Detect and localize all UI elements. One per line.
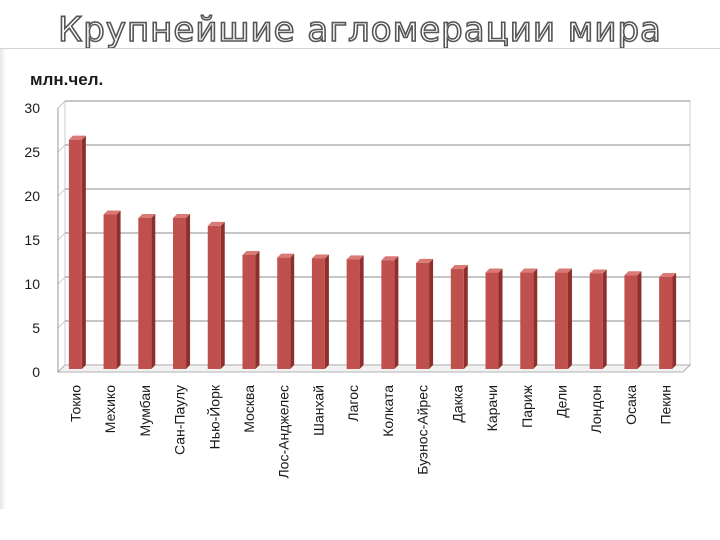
bar (277, 257, 291, 369)
bar-top (624, 271, 642, 276)
bar-side (602, 269, 607, 369)
bar (381, 260, 395, 369)
bar-top (173, 214, 191, 218)
bar (138, 218, 152, 369)
x-tick-label: Пекин (658, 385, 674, 425)
bar-side (533, 268, 538, 369)
bar-top (242, 250, 260, 255)
bar-top (381, 256, 399, 261)
x-tick-label: Осака (623, 385, 639, 425)
bar-top (416, 258, 434, 263)
bar (485, 272, 499, 369)
bar (520, 272, 534, 369)
bar-top (103, 210, 121, 215)
bar-side (151, 214, 156, 369)
bar-top (346, 255, 364, 260)
bar (103, 214, 117, 369)
gridline-depth (57, 144, 66, 153)
bar (242, 254, 256, 369)
bar-top (554, 268, 572, 273)
x-tick-label: Карачи (484, 385, 500, 431)
y-tick-label: 5 (32, 320, 40, 336)
bar-top (138, 214, 156, 218)
bar (207, 225, 221, 369)
x-tick-label: Париж (519, 384, 535, 427)
x-tick-label: Москва (241, 385, 257, 433)
bar-top (207, 221, 225, 226)
slide-title: Крупнейшие агломерации мира (57, 10, 662, 48)
gridline-depth (57, 232, 66, 241)
bar-side (324, 254, 329, 369)
bar-side (359, 255, 364, 369)
bar-top (520, 268, 538, 273)
x-tick-label: Лондон (588, 385, 604, 433)
x-tick-label: Мехико (102, 385, 118, 433)
bar-top (68, 135, 86, 140)
bar-side (81, 135, 86, 369)
x-tick-label: Токио (67, 385, 83, 422)
bar-side (672, 272, 677, 369)
bar-side (463, 265, 468, 369)
bar-side (394, 256, 399, 369)
bar-side (186, 214, 191, 369)
title-divider (0, 48, 720, 49)
bar (68, 139, 82, 369)
bar-side (220, 221, 225, 369)
x-tick-label: Лагос (345, 385, 361, 422)
bar-side (498, 268, 503, 369)
y-tick-label: 10 (24, 276, 40, 292)
bar-side (637, 271, 642, 369)
y-tick-label: 25 (24, 144, 40, 160)
bar-side (116, 210, 121, 369)
y-tick-label: 15 (24, 232, 40, 248)
x-tick-label: Лос-Анджелес (276, 385, 292, 479)
bar-top (311, 254, 329, 259)
y-axis-top-edge (57, 100, 66, 109)
bar (554, 272, 568, 369)
bar (416, 262, 430, 369)
y-tick-label: 30 (24, 100, 40, 116)
gridline-depth (57, 320, 66, 329)
bar-top (485, 268, 503, 273)
y-tick-label: 20 (24, 188, 40, 204)
gridline-depth (57, 188, 66, 197)
bar (311, 258, 325, 369)
bar-side (290, 253, 295, 369)
bar (589, 273, 603, 369)
x-tick-label: Шанхай (310, 385, 326, 436)
y-axis-unit-label: млн.чел. (30, 70, 104, 89)
bar (346, 259, 360, 369)
x-tick-label: Дели (553, 385, 569, 418)
gridline-depth (57, 276, 66, 285)
x-tick-label: Буэнос-Айрес (415, 385, 431, 475)
bar-top (277, 253, 295, 258)
bar-side (567, 268, 572, 369)
bar (659, 276, 673, 369)
x-tick-label: Сан-Паулу (172, 385, 188, 455)
x-tick-label: Нью-Йорк (205, 384, 222, 449)
bar-top (659, 272, 677, 277)
y-tick-label: 0 (32, 364, 40, 380)
bar (450, 269, 464, 369)
bar-top (450, 265, 468, 270)
x-tick-label: Колката (380, 385, 396, 437)
bar-side (255, 250, 260, 369)
bar-top (589, 269, 607, 274)
x-tick-label: Мумбаи (137, 385, 153, 436)
panel-shadow (0, 49, 6, 509)
bar (173, 218, 187, 369)
x-tick-label: Дакка (449, 385, 465, 423)
bar-side (429, 258, 434, 369)
bar (624, 275, 638, 369)
